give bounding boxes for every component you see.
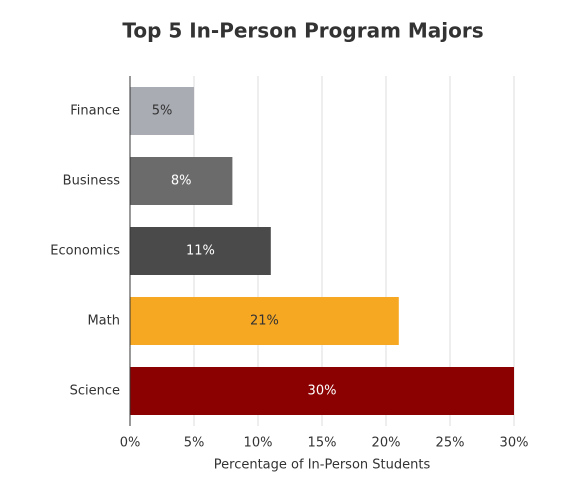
x-tick-label: 25%: [436, 436, 465, 451]
y-tick-label: Finance: [70, 104, 120, 119]
bar: [130, 367, 514, 415]
y-tick-label: Business: [63, 174, 121, 189]
y-tick-label: Economics: [50, 244, 120, 259]
data-label: 5%: [152, 104, 173, 119]
x-tick-label: 15%: [308, 436, 337, 451]
x-tick-label: 10%: [244, 436, 273, 451]
bar: [130, 227, 271, 275]
x-tick-label: 5%: [184, 436, 205, 451]
bar: [130, 157, 233, 205]
y-tick-label: Science: [70, 384, 120, 399]
data-label: 11%: [186, 244, 215, 259]
chart-title: Top 5 In-Person Program Majors: [122, 19, 483, 43]
data-label: 21%: [250, 314, 279, 329]
bar: [130, 297, 399, 345]
bar: [130, 87, 194, 135]
data-label: 30%: [308, 384, 337, 399]
y-tick-label: Math: [87, 314, 120, 329]
x-axis-title: Percentage of In-Person Students: [214, 458, 431, 473]
x-tick-label: 20%: [372, 436, 401, 451]
x-tick-label: 30%: [500, 436, 529, 451]
data-label: 8%: [171, 174, 192, 189]
x-tick-label: 0%: [120, 436, 141, 451]
